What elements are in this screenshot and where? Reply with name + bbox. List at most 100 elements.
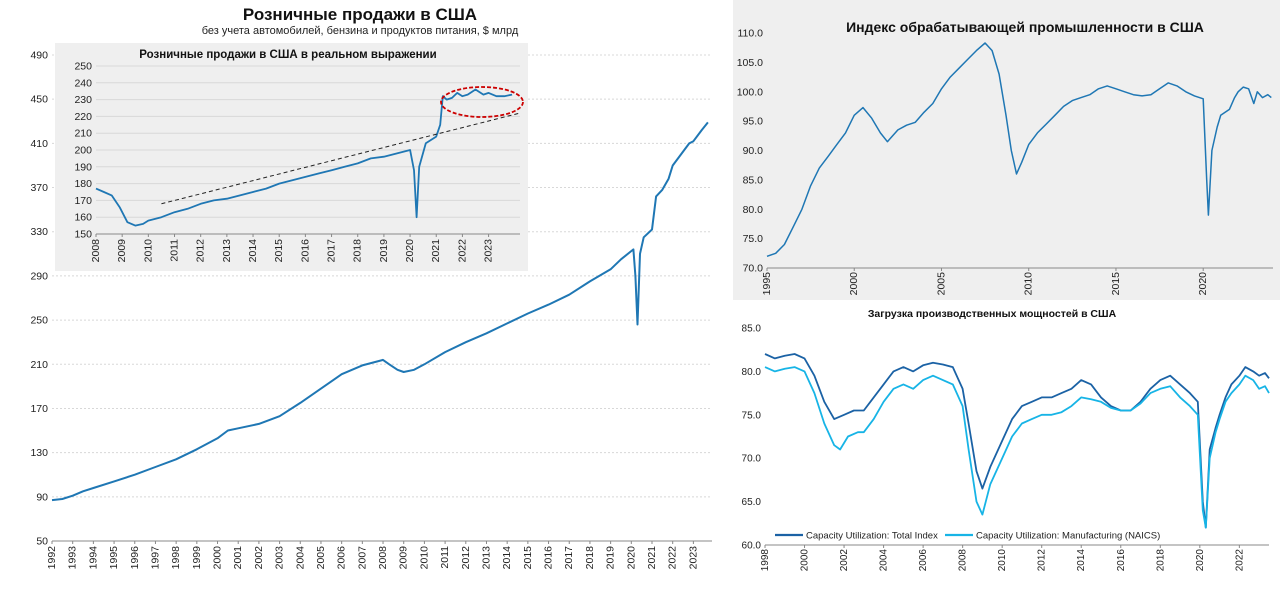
capacity-utilization-chart-panel: Загрузка производственных мощностей в СШ…: [733, 304, 1280, 596]
y-tick-label: 75.0: [743, 233, 764, 245]
y-tick-label: 240: [74, 77, 92, 89]
x-tick-label: 2015: [273, 239, 285, 263]
x-tick-label: 2011: [169, 239, 181, 262]
y-tick-label: 130: [30, 447, 48, 459]
series-line-1: [51, 121, 709, 502]
y-tick-label: 210: [74, 128, 92, 140]
x-tick-label: 2014: [501, 546, 513, 570]
y-tick-label: 220: [74, 111, 92, 123]
x-tick-label: 2007: [356, 546, 368, 570]
x-tick-label: 1997: [149, 546, 161, 570]
y-tick-label: 70.0: [742, 454, 762, 465]
x-tick-label: 2023: [483, 239, 495, 263]
x-tick-label: 2003: [274, 546, 286, 570]
x-tick-label: 2013: [221, 239, 233, 263]
y-tick-label: 370: [30, 182, 48, 194]
x-tick-label: 2012: [1037, 549, 1048, 572]
series-line-1: [95, 88, 513, 227]
x-tick-label: 2000: [848, 272, 860, 296]
inset-background: [55, 43, 528, 271]
x-tick-label: 2017: [563, 546, 575, 570]
y-tick-label: 95.0: [743, 116, 764, 128]
x-tick-label: 2011: [439, 546, 451, 569]
x-tick-label: 2017: [326, 239, 338, 263]
y-tick-label: 150: [74, 229, 92, 241]
y-tick-label: 490: [30, 50, 48, 62]
x-tick-label: 2016: [543, 546, 555, 570]
x-tick-label: 2008: [90, 239, 102, 263]
x-tick-label: 2010: [997, 549, 1008, 572]
x-tick-label: 2016: [1116, 549, 1127, 572]
x-tick-label: 2015: [1110, 272, 1122, 296]
y-tick-label: 180: [74, 178, 92, 190]
x-tick-label: 2005: [935, 272, 947, 296]
x-tick-label: 2014: [247, 239, 259, 263]
retail-chart-svg: 50 90 130 170 210 250 290 330 370 410 450 490 1992 19…: [30, 43, 712, 570]
y-tick-label: 170: [74, 195, 92, 207]
x-tick-label: 2022: [1234, 549, 1245, 572]
y-tick-label: 80.0: [742, 367, 762, 378]
ism-chart-title: Индекс обрабатывающей промышленности в С…: [846, 19, 1204, 35]
x-tick-label: 2012: [195, 239, 207, 263]
series-line-1: [764, 353, 1270, 529]
x-tick-label: 2014: [1076, 549, 1087, 572]
y-tick-label: 50: [36, 536, 48, 548]
x-tick-label: 2020: [1195, 549, 1206, 572]
y-tick-label: 290: [30, 270, 48, 282]
x-tick-label: 2018: [1155, 549, 1166, 572]
x-tick-label: 2006: [918, 549, 929, 572]
x-tick-label: 2001: [232, 546, 244, 570]
y-tick-label: 100.0: [737, 86, 763, 98]
x-tick-label: 2020: [404, 239, 416, 263]
x-tick-label: 1999: [191, 546, 203, 570]
x-tick-label: 2000: [212, 546, 224, 570]
x-tick-label: 1994: [87, 546, 99, 570]
y-tick-label: 190: [74, 161, 92, 173]
x-tick-label: 2010: [142, 239, 154, 263]
x-tick-label: 2021: [430, 239, 442, 263]
x-tick-label: 2019: [378, 239, 390, 263]
inset-title: Розничные продажи в США в реальном выраж…: [139, 49, 436, 61]
x-tick-label: 1998: [760, 549, 771, 572]
y-tick-label: 110.0: [738, 28, 764, 40]
y-tick-label: 80.0: [743, 204, 764, 216]
x-tick-label: 2009: [398, 546, 410, 570]
y-tick-label: 250: [74, 61, 92, 73]
x-tick-label: 1993: [67, 546, 79, 570]
x-tick-label: 1995: [761, 272, 773, 296]
capacity-chart-title: Загрузка производственных мощностей в СШ…: [868, 308, 1117, 320]
x-tick-label: 2020: [625, 546, 637, 570]
x-tick-label: 2021: [646, 546, 658, 570]
x-tick-label: 2010: [1023, 272, 1035, 296]
x-tick-label: 2018: [584, 546, 596, 570]
x-tick-label: 2018: [352, 239, 364, 263]
x-tick-label: 2013: [480, 546, 492, 570]
retail-chart-title: Розничные продажи в США: [242, 5, 478, 24]
x-tick-label: 2015: [522, 546, 534, 570]
y-tick-label: 60.0: [742, 541, 762, 552]
x-tick-label: 2009: [116, 239, 128, 263]
y-tick-label: 200: [74, 145, 92, 157]
y-tick-label: 85.0: [743, 174, 764, 186]
inset-trend-line: [161, 112, 521, 205]
y-tick-label: 250: [30, 315, 48, 327]
highlight-ellipse: [440, 86, 524, 118]
x-tick-label: 2016: [299, 239, 311, 263]
x-tick-label: 2022: [456, 239, 468, 263]
x-tick-label: 2020: [1197, 272, 1209, 296]
y-tick-label: 70.0: [743, 263, 764, 275]
y-tick-label: 75.0: [742, 410, 762, 421]
y-tick-label: 210: [30, 359, 48, 371]
x-tick-label: 2005: [315, 546, 327, 570]
y-tick-label: 90: [36, 491, 48, 503]
series-line-1: [766, 42, 1272, 258]
y-tick-label: 160: [74, 212, 92, 224]
y-tick-label: 170: [30, 403, 48, 415]
y-tick-label: 90.0: [743, 145, 764, 157]
x-tick-label: 1998: [170, 546, 182, 570]
manufacturing-index-chart-panel: Индекс обрабатывающей промышленности в С…: [733, 0, 1280, 300]
retail-sales-chart-panel: Розничные продажи в США без учета автомо…: [30, 5, 712, 570]
x-tick-label: 2002: [839, 549, 850, 572]
y-tick-label: 105.0: [737, 57, 763, 69]
legend-label-1: Capacity Utilization: Total Index: [806, 531, 938, 542]
